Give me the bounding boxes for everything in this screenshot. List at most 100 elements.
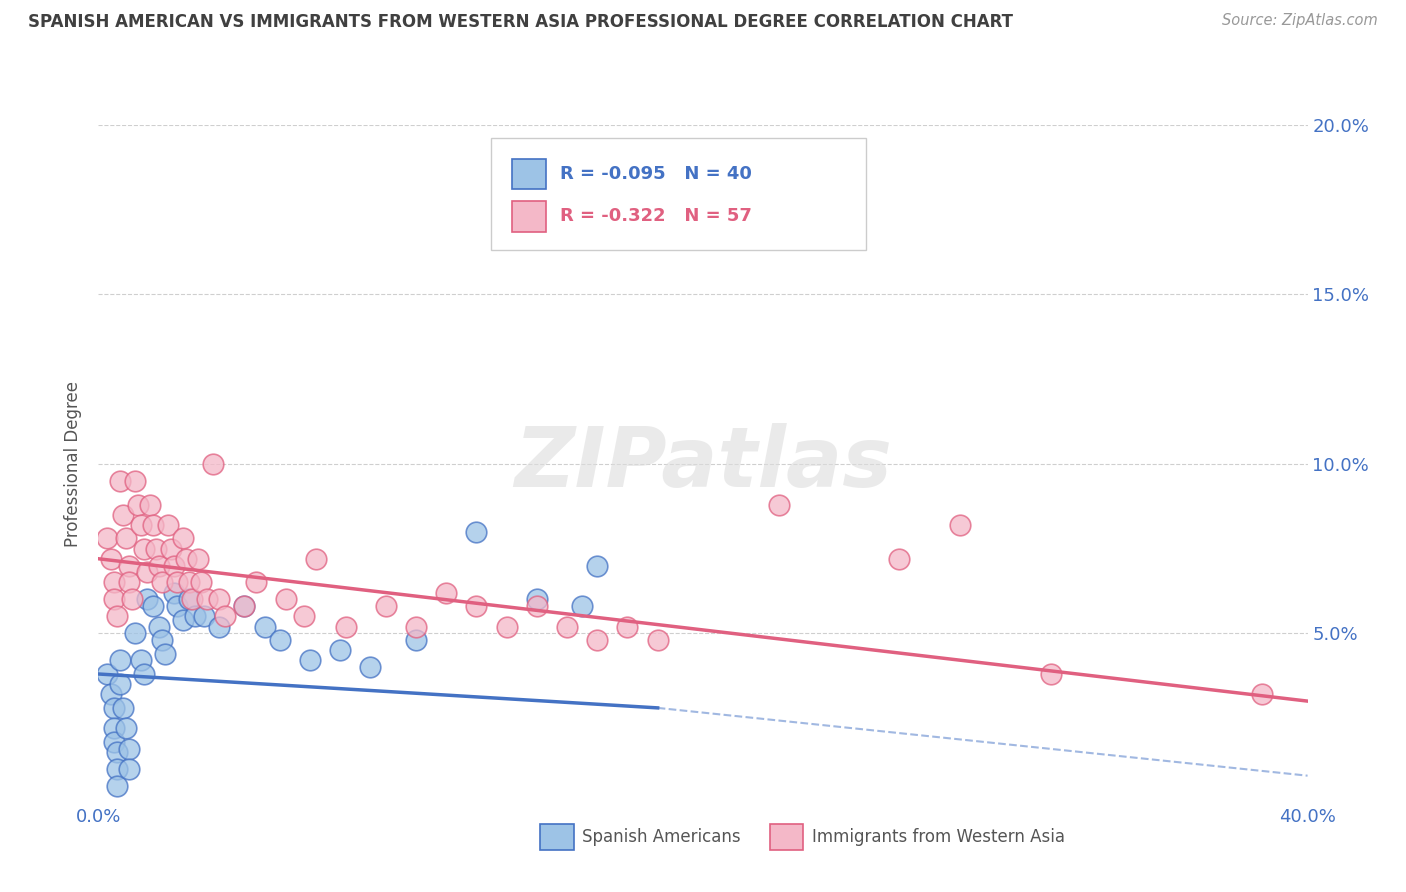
Point [166, 599, 188, 614]
Point [166, 575, 188, 590]
Point [586, 633, 609, 648]
Text: R = -0.322   N = 57: R = -0.322 N = 57 [561, 208, 752, 226]
Point [124, 626, 146, 640]
Point [148, 619, 170, 633]
Point [148, 558, 170, 573]
Point [179, 575, 201, 590]
Point [269, 633, 291, 648]
Point [555, 619, 578, 633]
Point [100, 551, 122, 566]
Point [105, 745, 128, 759]
Point [118, 741, 141, 756]
Point [103, 701, 125, 715]
Point [96, 667, 118, 681]
Y-axis label: Professional Degree: Professional Degree [65, 381, 83, 547]
Point [526, 592, 548, 607]
Point [465, 599, 488, 614]
Point [114, 532, 136, 546]
Point [153, 647, 176, 661]
Point [292, 609, 315, 624]
Point [434, 585, 457, 599]
Bar [769, 824, 803, 850]
Point [156, 517, 179, 532]
Point [179, 592, 201, 607]
Point [190, 575, 212, 590]
Point [172, 532, 194, 546]
Point [108, 474, 131, 488]
Text: Spanish Americans: Spanish Americans [582, 829, 741, 847]
Point [118, 762, 141, 776]
Point [586, 558, 609, 573]
Point [129, 517, 152, 532]
Point [108, 653, 131, 667]
Point [184, 609, 207, 624]
Point [150, 633, 173, 648]
Point [135, 592, 157, 607]
Point [889, 551, 911, 566]
Point [103, 592, 125, 607]
Bar [512, 202, 546, 232]
Point [103, 575, 125, 590]
Point [121, 592, 143, 607]
Point [172, 613, 194, 627]
Point [132, 667, 155, 681]
Point [208, 592, 231, 607]
Point [100, 687, 122, 701]
Point [114, 721, 136, 735]
Point [118, 575, 141, 590]
Point [118, 558, 141, 573]
Point [707, 202, 730, 217]
Point [108, 677, 131, 691]
Point [111, 701, 134, 715]
Text: R = -0.095   N = 40: R = -0.095 N = 40 [561, 165, 752, 183]
Point [105, 762, 128, 776]
Point [571, 599, 593, 614]
Point [526, 599, 548, 614]
Point [132, 541, 155, 556]
Point [142, 599, 165, 614]
Point [135, 566, 157, 580]
Point [174, 551, 197, 566]
Text: ZIPatlas: ZIPatlas [515, 424, 891, 504]
Point [139, 498, 162, 512]
Point [129, 653, 152, 667]
Point [335, 619, 357, 633]
Point [103, 735, 125, 749]
Point [160, 541, 183, 556]
Point [193, 609, 215, 624]
Point [150, 575, 173, 590]
Point [232, 599, 254, 614]
FancyBboxPatch shape [492, 138, 866, 251]
Point [163, 585, 186, 599]
Bar [540, 824, 574, 850]
Point [145, 541, 167, 556]
Point [105, 609, 128, 624]
Point [374, 599, 396, 614]
Point [103, 721, 125, 735]
Point [163, 558, 186, 573]
Point [105, 779, 128, 793]
Point [465, 524, 488, 539]
Point [214, 609, 236, 624]
Point [949, 517, 972, 532]
Point [232, 599, 254, 614]
Point [142, 517, 165, 532]
Point [1039, 667, 1062, 681]
Point [181, 592, 204, 607]
Point [195, 592, 218, 607]
Text: Source: ZipAtlas.com: Source: ZipAtlas.com [1222, 13, 1378, 29]
Point [405, 619, 427, 633]
Point [111, 508, 134, 522]
Point [127, 498, 149, 512]
Point [329, 643, 352, 657]
Point [96, 532, 118, 546]
Point [299, 653, 322, 667]
Point [768, 498, 790, 512]
Text: SPANISH AMERICAN VS IMMIGRANTS FROM WESTERN ASIA PROFESSIONAL DEGREE CORRELATION: SPANISH AMERICAN VS IMMIGRANTS FROM WEST… [28, 13, 1014, 31]
Point [253, 619, 276, 633]
Point [647, 633, 669, 648]
Point [245, 575, 267, 590]
Bar [512, 159, 546, 189]
Text: Immigrants from Western Asia: Immigrants from Western Asia [811, 829, 1064, 847]
Point [274, 592, 297, 607]
